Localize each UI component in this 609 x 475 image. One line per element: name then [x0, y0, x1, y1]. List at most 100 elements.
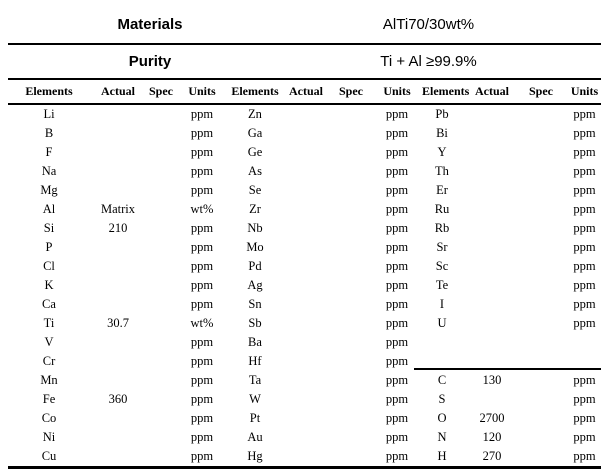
actual-cell — [282, 409, 330, 428]
units-cell: ppm — [573, 240, 596, 254]
units-cell: ppm — [385, 164, 409, 178]
element-cell: Pt — [249, 411, 261, 425]
element-cell: Al — [42, 202, 56, 216]
element-cell: Y — [437, 145, 447, 159]
spec-cell — [522, 238, 560, 257]
purity-label: Purity — [128, 53, 172, 70]
element-cell: C — [437, 373, 447, 387]
actual-cell — [90, 238, 146, 257]
actual-cell — [282, 219, 330, 238]
actual-cell — [90, 409, 146, 428]
actual-cell — [282, 333, 330, 352]
table-bottom-rule — [8, 466, 601, 469]
column-header-actual: Actual — [475, 84, 509, 98]
element-cell: As — [248, 164, 262, 178]
units-cell: ppm — [385, 297, 409, 311]
spec-cell — [146, 238, 176, 257]
actual-cell — [462, 162, 522, 181]
actual-cell — [462, 257, 522, 276]
units-cell: ppm — [573, 278, 596, 292]
units-cell: ppm — [190, 183, 214, 197]
units-cell: ppm — [385, 240, 409, 254]
element-cell: Cu — [41, 449, 57, 463]
element-cell: K — [44, 278, 54, 292]
spec-cell — [330, 181, 372, 200]
units-cell: ppm — [385, 354, 409, 368]
units-cell: ppm — [573, 126, 596, 140]
units-cell: ppm — [385, 449, 409, 463]
spec-cell — [330, 257, 372, 276]
element-cell: Au — [247, 430, 263, 444]
divider-under-purity — [8, 78, 601, 80]
spec-cell — [522, 390, 560, 409]
spec-cell — [146, 352, 176, 371]
actual-cell — [462, 314, 522, 333]
actual-cell — [462, 333, 522, 352]
actual-cell — [90, 333, 146, 352]
column-header-units: Units — [188, 84, 216, 98]
units-cell: ppm — [573, 164, 596, 178]
spec-cell — [330, 428, 372, 447]
element-cell: Ba — [248, 335, 262, 349]
units-cell: ppm — [190, 164, 214, 178]
units-cell: ppm — [385, 411, 409, 425]
units-cell: ppm — [385, 430, 409, 444]
actual-cell — [282, 162, 330, 181]
spec-cell — [146, 314, 176, 333]
units-cell: ppm — [385, 259, 409, 273]
spec-cell — [522, 162, 560, 181]
actual-cell — [282, 447, 330, 466]
spec-cell — [522, 333, 560, 352]
units-cell: ppm — [573, 430, 596, 444]
element-cell: Mo — [246, 240, 264, 254]
spec-cell — [330, 371, 372, 390]
column-header-actual: Actual — [101, 84, 135, 98]
units-cell: ppm — [190, 392, 214, 406]
units-cell: ppm — [573, 449, 596, 463]
actual-cell — [282, 181, 330, 200]
spec-cell — [330, 200, 372, 219]
spec-cell — [522, 409, 560, 428]
units-cell: wt% — [190, 202, 214, 216]
element-cell: Th — [435, 164, 449, 178]
actual-cell — [462, 143, 522, 162]
element-cell: Cr — [42, 354, 56, 368]
actual-cell — [462, 238, 522, 257]
units-cell: ppm — [385, 221, 409, 235]
actual-cell — [90, 162, 146, 181]
column-header-elements: Elements — [231, 84, 279, 98]
units-cell — [560, 333, 609, 352]
units-cell: ppm — [385, 335, 409, 349]
actual-cell — [462, 181, 522, 200]
spec-cell — [330, 447, 372, 466]
element-cell: Sc — [435, 259, 449, 273]
units-cell: ppm — [190, 145, 214, 159]
spec-cell — [146, 428, 176, 447]
spec-cell — [522, 143, 560, 162]
spec-cell — [330, 219, 372, 238]
actual-cell — [462, 124, 522, 143]
units-cell: ppm — [190, 259, 214, 273]
element-cell: N — [437, 430, 447, 444]
spec-cell — [146, 105, 176, 124]
spec-cell — [146, 371, 176, 390]
actual-cell: 210 — [108, 221, 128, 235]
element-cell: V — [44, 335, 54, 349]
actual-cell — [282, 200, 330, 219]
spec-cell — [146, 295, 176, 314]
divider-under-materials — [8, 43, 601, 45]
units-cell: ppm — [573, 221, 596, 235]
actual-cell — [282, 276, 330, 295]
spec-cell — [146, 409, 176, 428]
element-cell: Pb — [435, 107, 449, 121]
units-cell: ppm — [573, 107, 596, 121]
element-cell: Ag — [247, 278, 263, 292]
element-cell: Ge — [247, 145, 263, 159]
column-header-elements: Elements — [25, 84, 73, 98]
element-cell: Co — [41, 411, 57, 425]
actual-cell: 360 — [108, 392, 128, 406]
spec-cell — [330, 390, 372, 409]
element-cell: Fe — [42, 392, 56, 406]
actual-cell — [282, 238, 330, 257]
